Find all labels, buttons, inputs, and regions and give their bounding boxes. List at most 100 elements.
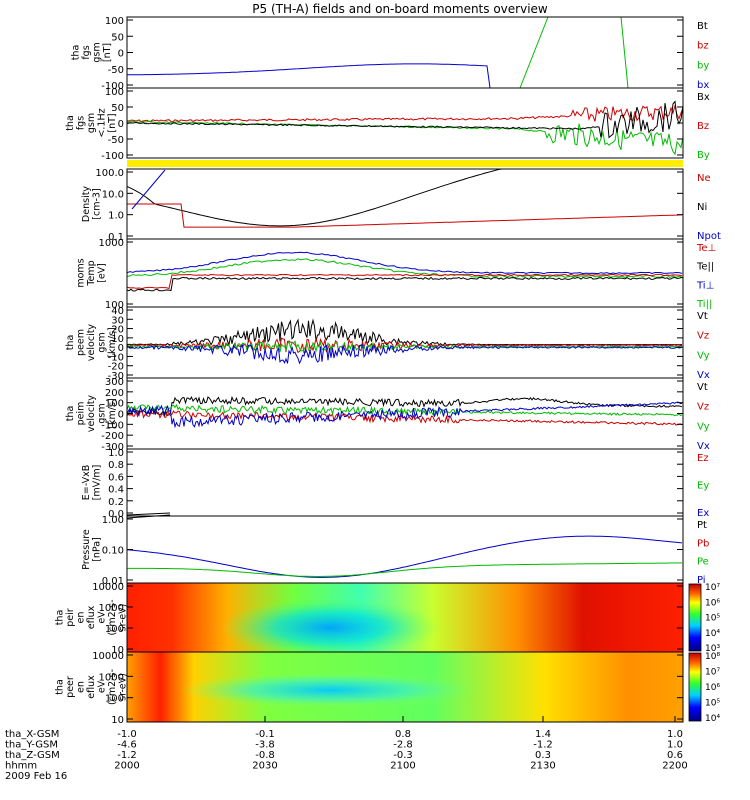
panel-fgs: 100 50 0 -50 -100 tha fgs gsm [nT] Bt bz by bx	[70, 16, 709, 92]
trace-bx	[126, 100, 684, 139]
legend-entry: Pt	[697, 520, 707, 531]
y-tick-label: 1000	[99, 672, 124, 683]
y-label-line: [nPa]	[91, 537, 102, 562]
time-row-value: 1.4	[535, 729, 551, 740]
y-axis-label: Density [cm-3]	[81, 186, 103, 222]
colorbar-label: 10⁶	[705, 683, 720, 693]
y-tick-label: 100	[105, 399, 124, 410]
colorbar-label: 10³	[705, 644, 720, 654]
y-label-line: tha	[65, 115, 76, 131]
panel-frame	[126, 16, 684, 89]
y-label-line: en	[76, 681, 87, 693]
y-tick-label: 100	[105, 624, 124, 635]
y-label-line: E=-VxB	[81, 465, 92, 500]
y-tick-label: 1000	[99, 603, 124, 614]
trace-ti-par	[126, 258, 683, 278]
legend-entry: Ni	[697, 202, 707, 213]
y-label-line: tha	[55, 610, 66, 626]
y-tick-label: -20	[108, 362, 124, 373]
y-tick-label: 0.1	[108, 232, 124, 243]
panel-frame	[126, 515, 684, 584]
y-axis-label: tha peer en eflux eV (cm2-s-sr-eV)	[55, 669, 129, 705]
y-axis-label: E=-VxB [mV/m]	[81, 465, 103, 501]
legend-entry: Vz	[697, 402, 709, 413]
y-label-line: [nT]	[107, 113, 118, 132]
time-row-label: tha_Z-GSM	[5, 750, 60, 761]
y-label-line: fgs	[81, 45, 92, 59]
colorbar-scale	[688, 583, 702, 652]
panel-frame	[126, 168, 684, 240]
trace-vy	[126, 403, 683, 417]
time-row-value: -2.8	[393, 740, 413, 751]
time-row-value: -1.0	[117, 729, 137, 740]
trace-ne	[127, 203, 683, 228]
y-tick-label: 50	[111, 103, 124, 114]
legend-entry: Ey	[697, 481, 709, 492]
time-row-value: -0.3	[393, 750, 413, 761]
y-tick-label: 10000	[92, 651, 124, 662]
y-label-line: gsm	[91, 42, 102, 62]
y-label-line: tha	[65, 335, 76, 351]
panel-ion_spec: 10⁷ 10⁶ 10⁵ 10⁴ 10³ 10000 1000 100 10 tha peir en ef…	[55, 582, 720, 658]
time-row-value: 1.0	[667, 740, 683, 751]
trace-te-par	[126, 276, 684, 292]
legend-entry: bz	[697, 41, 709, 52]
date-label: 2009 Feb 16	[5, 771, 67, 782]
colorbar-label: 10⁴	[705, 629, 720, 639]
legend-entry: Vy	[697, 350, 710, 361]
colorbar-label: 10⁶	[705, 598, 720, 608]
legend-entry: Pe	[697, 557, 709, 568]
y-tick-label: 0.8	[108, 460, 124, 471]
time-row-label: tha_X-GSM	[5, 729, 59, 740]
legend-entry: by	[697, 60, 709, 71]
trace-vx	[127, 344, 683, 365]
time-row-value: 0.3	[535, 750, 551, 761]
y-label-line: Density	[81, 186, 92, 222]
y-tick-label: 100	[105, 87, 124, 98]
y-label-line: velocity	[86, 395, 97, 433]
y-label-line: [mV/m]	[91, 465, 102, 501]
trace-bx	[127, 63, 682, 89]
time-row-value: 0.6	[667, 750, 683, 761]
legend-entry: Vz	[697, 331, 709, 342]
legend-entry: Pi	[697, 575, 706, 586]
trace-pe	[127, 562, 682, 577]
y-label-line: peim	[76, 402, 87, 426]
y-axis-label: tha peem velocity gsm [km/s]	[65, 324, 118, 362]
y-label-line: (cm2-s-	[107, 669, 118, 705]
y-tick-label: 1000	[99, 238, 124, 249]
y-tick-label: -100	[101, 420, 124, 431]
y-tick-label: 200	[105, 388, 124, 399]
panel-temperature: 1000 100 moms Temp [eV] Te⊥ Te|| Ti⊥ Ti||	[76, 238, 717, 311]
legend-entry: By	[697, 150, 710, 161]
y-label-line: velocity	[86, 324, 97, 362]
trace-vt	[126, 318, 682, 347]
colorbar-scale	[688, 652, 702, 722]
y-label-line: gsm	[86, 113, 97, 133]
y-tick-label: -50	[108, 135, 124, 146]
trace-e	[126, 512, 171, 516]
trace-by	[519, 16, 629, 89]
y-label-line: Temp	[86, 260, 97, 286]
y-axis-label: moms Temp [eV]	[76, 258, 108, 287]
y-tick-label: 300	[105, 377, 124, 388]
time-row-value: -0.1	[255, 729, 275, 740]
legend-entry: Vx	[697, 441, 710, 452]
y-tick-label: 10000	[92, 582, 124, 593]
y-label-line: eV	[97, 611, 108, 624]
y-tick-label: 0.01	[102, 576, 124, 587]
panel-frame	[126, 448, 684, 517]
time-row-value: 0.8	[395, 729, 411, 740]
y-label-line: fgs	[76, 116, 87, 130]
legend-entry: Vt	[697, 382, 708, 393]
y-axis-label: Pressure [nPa]	[81, 529, 103, 570]
y-label-line: tha	[70, 45, 81, 61]
time-row-value: -4.6	[117, 740, 137, 751]
y-tick-label: 0.10	[102, 546, 124, 557]
colorbar-label: 10⁵	[705, 699, 720, 709]
time-row-value: 2130	[530, 761, 555, 772]
legend-entry: Vy	[697, 421, 710, 432]
colorbar-label: 10⁴	[705, 714, 720, 724]
trace-vt	[126, 395, 683, 417]
